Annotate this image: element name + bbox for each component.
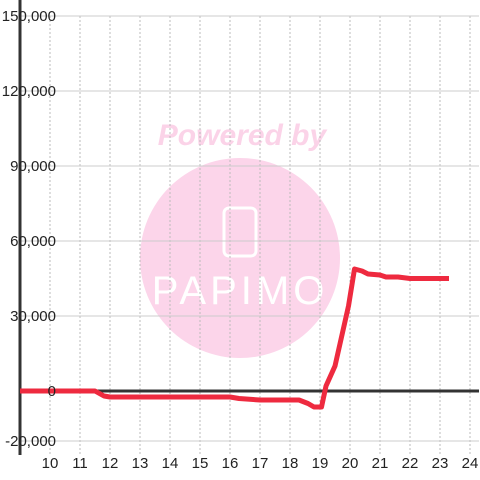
y-tick-label: 0: [48, 383, 56, 400]
x-tick-label: 12: [102, 455, 119, 472]
y-tick-label: 150,000: [2, 8, 56, 25]
x-tick-label: 16: [222, 455, 239, 472]
x-tick-label: 18: [282, 455, 299, 472]
y-tick-label: 90,000: [10, 158, 56, 175]
x-tick-label: 11: [72, 455, 88, 472]
watermark-text: PAPIMO: [152, 269, 329, 313]
watermark-icon: [222, 206, 258, 258]
x-tick-label: 22: [402, 455, 419, 472]
grid: [18, 0, 479, 455]
x-tick-label: 17: [252, 455, 269, 472]
x-tick-label: 21: [372, 455, 389, 472]
y-tick-label: 30,000: [10, 308, 56, 325]
plot: [20, 266, 449, 410]
line-series: [20, 266, 449, 410]
y-tick-label: 120,000: [2, 83, 56, 100]
y-tick-label: -20,000: [5, 433, 56, 450]
x-tick-label: 23: [432, 455, 449, 472]
x-tick-label: 20: [342, 455, 359, 472]
y-tick-label: 60,000: [10, 233, 56, 250]
x-tick-label: 13: [132, 455, 149, 472]
x-tick-label: 14: [162, 455, 179, 472]
x-tick-label: 19: [312, 455, 329, 472]
x-tick-label: 10: [42, 455, 59, 472]
x-tick-label: 15: [192, 455, 209, 472]
watermark: Powered by PAPIMO: [140, 119, 340, 358]
x-tick-label: 24: [462, 455, 479, 472]
watermark-text: Powered by: [158, 119, 328, 152]
